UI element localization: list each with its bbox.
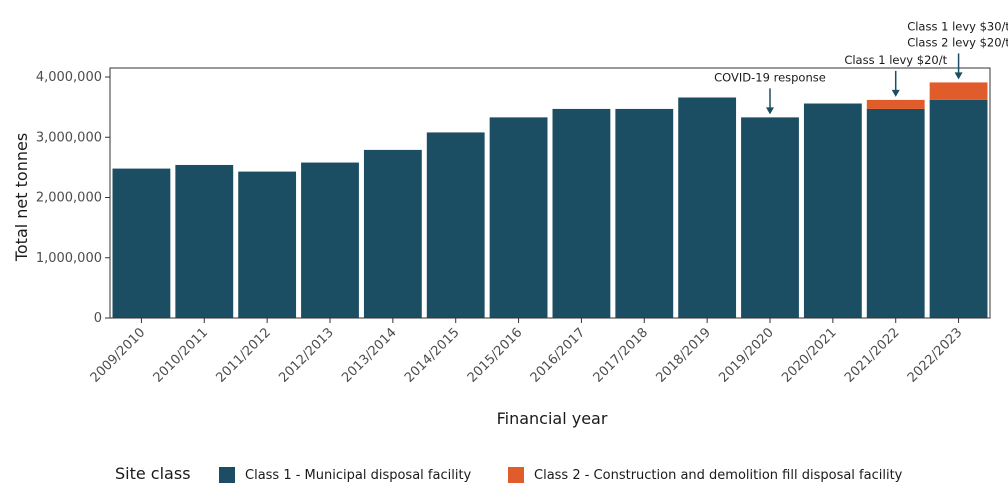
bar-class-1-2020-2021 [803, 103, 862, 318]
y-axis: 0 1,000,000 2,000,000 3,000,000 4,000,000 [36, 70, 110, 326]
annotation-label: Class 1 levy $20/t [844, 53, 947, 67]
bar-class-1-2010-2011 [175, 164, 234, 318]
bar-class-1-2015-2016 [489, 117, 548, 319]
x-tick-label: 2016/2017 [528, 325, 589, 386]
y-tick-label: 1,000,000 [36, 251, 102, 266]
bar-class-1-2009-2010 [112, 168, 171, 318]
y-tick-label: 4,000,000 [36, 70, 102, 85]
bar-class-1-2019-2020 [741, 117, 799, 319]
bars-group [109, 67, 991, 319]
x-tick-label: 2010/2011 [151, 325, 212, 386]
legend: Site class Class 1 - Municipal disposal … [0, 462, 1008, 488]
legend-swatch-class-2 [508, 467, 524, 483]
x-tick-label: 2009/2010 [88, 325, 149, 386]
legend-label-class-2: Class 2 - Construction and demolition fi… [534, 467, 903, 483]
bar-class-1-2018-2019 [678, 97, 737, 318]
y-tick-label: 0 [94, 311, 102, 326]
x-tick-label: 2013/2014 [339, 325, 400, 386]
legend-title: Site class [115, 464, 191, 483]
annotations-group: COVID-19 response Class 1 levy $20/t Class… [714, 19, 1008, 115]
bar-class-1-2017-2018 [615, 108, 674, 319]
y-axis-title: Total net tonnes [12, 133, 31, 262]
x-tick-label: 2019/2020 [716, 325, 777, 386]
legend-item-class-2: Class 2 - Construction and demolition fi… [508, 467, 902, 483]
plot-frame [109, 67, 991, 319]
legend-item-class-1: Class 1 - Municipal disposal facility [219, 467, 471, 483]
legend-label-class-1: Class 1 - Municipal disposal facility [245, 467, 472, 483]
annotation-arrowhead [954, 72, 963, 80]
x-tick-label: 2017/2018 [591, 325, 652, 386]
annotation-arrowhead [891, 89, 900, 97]
annotation-label: Class 2 levy $20/t [907, 35, 1008, 49]
annotation-arrowhead [766, 107, 774, 115]
bar-class-1-2012-2013 [301, 162, 359, 318]
x-tick-label: 2014/2015 [402, 325, 463, 386]
x-tick-label: 2021/2022 [842, 325, 903, 386]
bar-class-1-2022-2023 [929, 99, 988, 319]
x-tick-label: 2012/2013 [276, 325, 337, 386]
x-tick-label: 2022/2023 [905, 325, 966, 386]
bar-class-1-2014-2015 [426, 132, 485, 318]
bar-class-2-2022-2023 [929, 82, 988, 100]
y-tick-label: 3,000,000 [36, 130, 102, 145]
y-tick-label: 2,000,000 [36, 191, 102, 206]
x-axis: 2009/2010 2010/2011 2011/2012 2012/2013 2013… [88, 318, 966, 386]
bar-class-1-2013-2014 [363, 149, 422, 318]
x-tick-label: 2011/2012 [213, 325, 274, 386]
stacked-bar-chart: 0 1,000,000 2,000,000 3,000,000 4,000,000 20… [12, 19, 1008, 428]
bar-class-2-2021-2022 [866, 99, 925, 109]
x-tick-label: 2018/2019 [653, 325, 714, 386]
legend-swatch-class-1 [219, 467, 235, 483]
annotation-label: COVID-19 response [714, 70, 826, 84]
bar-class-1-2016-2017 [552, 108, 611, 319]
x-tick-label: 2020/2021 [779, 325, 840, 386]
bar-class-1-2011-2012 [238, 171, 297, 318]
x-tick-label: 2015/2016 [465, 325, 526, 386]
bar-class-1-2021-2022 [866, 108, 925, 319]
annotation-label: Class 1 levy $30/t [907, 19, 1008, 33]
x-axis-title: Financial year [497, 409, 608, 428]
